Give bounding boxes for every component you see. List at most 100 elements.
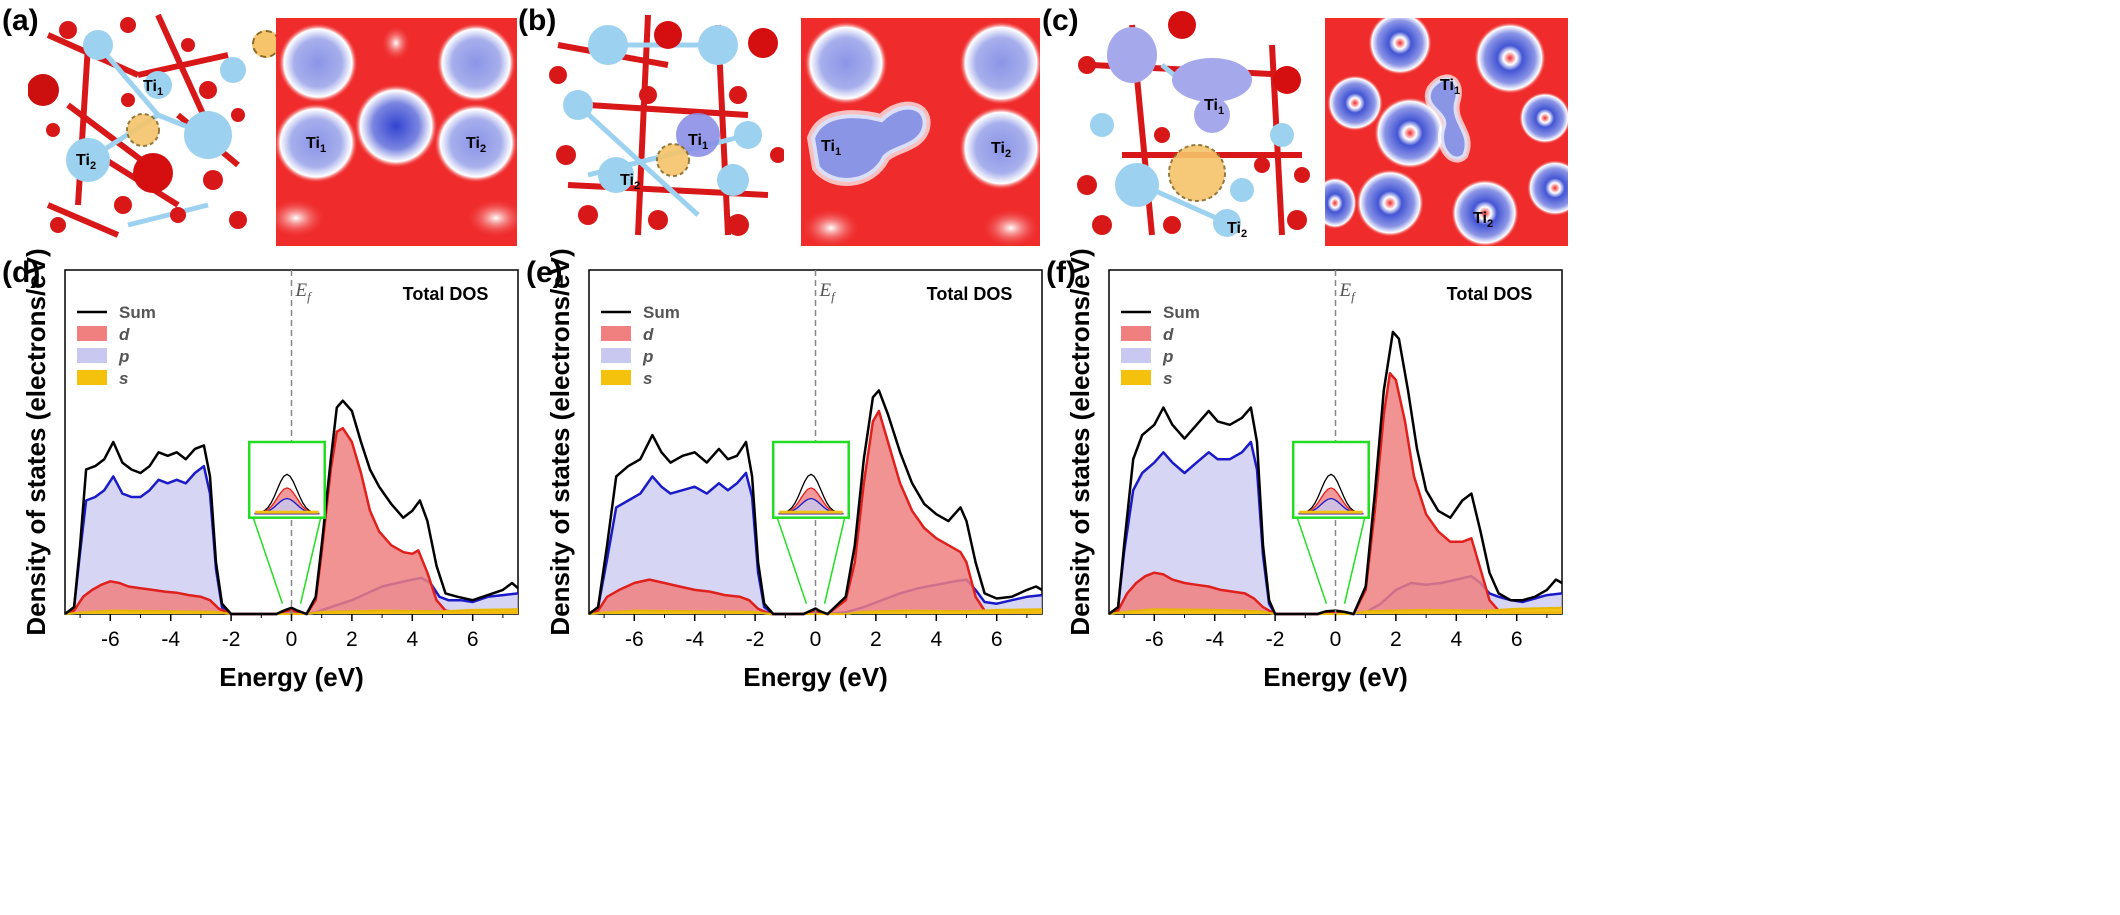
legend-label-p: p (118, 347, 129, 366)
series-fill-d (1109, 373, 1562, 614)
x-tick-label: 6 (991, 628, 1003, 651)
series-fill-p (589, 473, 1042, 614)
fermi-level-label: Ef (819, 280, 838, 304)
series-fill-p (1109, 442, 1562, 614)
legend-swatch-d (601, 326, 631, 341)
series-fill-s (589, 609, 1042, 614)
legend-label-d: d (643, 325, 654, 344)
series-line-sum (588, 389, 1043, 616)
series-fill-s (65, 609, 518, 614)
inset-s-curve (1299, 510, 1363, 514)
series-line-d (64, 426, 518, 616)
x-tick-label: 0 (810, 628, 822, 651)
series-fill-d (589, 411, 1042, 614)
series-fill-d (65, 428, 518, 614)
map-c-ti2-label: Ti2 (1473, 210, 1493, 230)
x-tick-label: -6 (101, 628, 120, 651)
legend-swatch-d (1121, 326, 1151, 341)
dos-chart-f: Ef -6 -4 -2 0 2 4 6 Energy (eV) Density of states… (1065, 248, 1563, 692)
inset-s-curve (255, 510, 319, 514)
legend-label-s: s (1163, 369, 1172, 388)
legend-label-d: d (119, 325, 130, 344)
structure-b-ti1-label: Ti1 (688, 132, 708, 152)
legend-label-sum: Sum (643, 303, 680, 322)
x-tick-label: 0 (1330, 628, 1342, 651)
inset-connector-right (299, 517, 322, 604)
legend-swatch-s (77, 370, 107, 385)
charge-density-map-a: Ti1 Ti2 (276, 18, 517, 246)
legend-swatch-d (77, 326, 107, 341)
x-tick-label: -2 (1266, 628, 1285, 651)
legend-label-p: p (642, 347, 653, 366)
legend-label-sum: Sum (119, 303, 156, 322)
series-fill-s (1109, 607, 1562, 614)
legend-label-sum: Sum (1163, 303, 1200, 322)
map-b-ti2-label: Ti2 (991, 140, 1011, 160)
legend-swatch-p (1121, 348, 1151, 363)
structure-c-ti1-label: Ti1 (1204, 97, 1224, 117)
x-tick-label: 0 (286, 628, 298, 651)
map-b-ti1-label: Ti1 (821, 138, 841, 158)
chart-title: Total DOS (403, 284, 489, 304)
y-axis-title: Density of states (electrons/eV) (1065, 248, 1095, 635)
charge-density-map-c: Ti1 Ti2 (1325, 18, 1568, 246)
legend-swatch-s (1121, 370, 1151, 385)
inset-connector-left (1296, 517, 1328, 604)
series-line-s (588, 608, 1043, 615)
x-axis-title: Energy (eV) (1263, 662, 1408, 692)
y-axis-title: Density of states (electrons/eV) (545, 248, 575, 635)
series-fill-p (65, 466, 518, 614)
legend-label-s: s (643, 369, 652, 388)
fermi-level-label: Ef (295, 280, 314, 304)
chart-title: Total DOS (1447, 284, 1533, 304)
structure-b-ti2-label: Ti2 (620, 172, 640, 192)
legend-swatch-p (77, 348, 107, 363)
y-axis-title: Density of states (electrons/eV) (21, 248, 51, 635)
x-tick-label: 4 (1450, 628, 1462, 651)
x-axis-title: Energy (eV) (743, 662, 888, 692)
x-tick-label: 6 (467, 628, 479, 651)
legend-label-d: d (1163, 325, 1174, 344)
chart-title: Total DOS (927, 284, 1013, 304)
x-tick-label: -4 (161, 628, 180, 651)
charge-density-map-b: Ti1 Ti2 (801, 18, 1040, 246)
structure-image-b: Ti1 Ti2 (548, 5, 784, 243)
x-tick-label: 2 (1390, 628, 1402, 651)
x-tick-label: -6 (625, 628, 644, 651)
x-tick-label: -6 (1145, 628, 1164, 651)
x-tick-label: -4 (1205, 628, 1224, 651)
legend-label-s: s (119, 369, 128, 388)
legend-swatch-s (601, 370, 631, 385)
x-tick-label: 4 (930, 628, 942, 651)
panel-label-d: (d) (2, 256, 41, 289)
panel-label-f: (f) (1046, 256, 1076, 289)
panel-label-b: (b) (518, 4, 557, 37)
structure-a-ti1-label: Ti1 (143, 78, 163, 98)
inset-connector-left (776, 517, 808, 604)
map-a-ti2-label: Ti2 (466, 135, 486, 155)
inset-connector-left (252, 517, 284, 604)
structure-image-c: Ti1 Ti2 (1072, 5, 1317, 243)
inset-s-curve (779, 510, 843, 514)
map-a-ti1-label: Ti1 (306, 135, 326, 155)
inset-connector-right (1343, 517, 1366, 604)
x-tick-label: -4 (685, 628, 704, 651)
x-tick-label: 2 (346, 628, 358, 651)
structure-a-ti2-label: Ti2 (76, 152, 96, 172)
inset-connector-right (823, 517, 846, 604)
map-c-ti1-label: Ti1 (1440, 77, 1460, 97)
structure-c-ti2-label: Ti2 (1227, 220, 1247, 240)
panel-label-c: (c) (1042, 4, 1079, 37)
x-tick-label: 6 (1511, 628, 1523, 651)
x-tick-label: -2 (222, 628, 241, 651)
dos-chart-d: Ef -6 -4 -2 0 2 4 6 Energy (eV) Density of states… (21, 248, 519, 692)
panel-label-a: (a) (2, 4, 39, 37)
x-axis-title: Energy (eV) (219, 662, 364, 692)
structure-image-a: Ti1 Ti2 (28, 5, 250, 243)
x-tick-label: 2 (870, 628, 882, 651)
panel-label-e: (e) (526, 256, 563, 289)
series-line-sum (64, 399, 519, 616)
series-line-sum (1108, 330, 1563, 616)
x-tick-label: 4 (406, 628, 418, 651)
legend-label-p: p (1162, 347, 1173, 366)
